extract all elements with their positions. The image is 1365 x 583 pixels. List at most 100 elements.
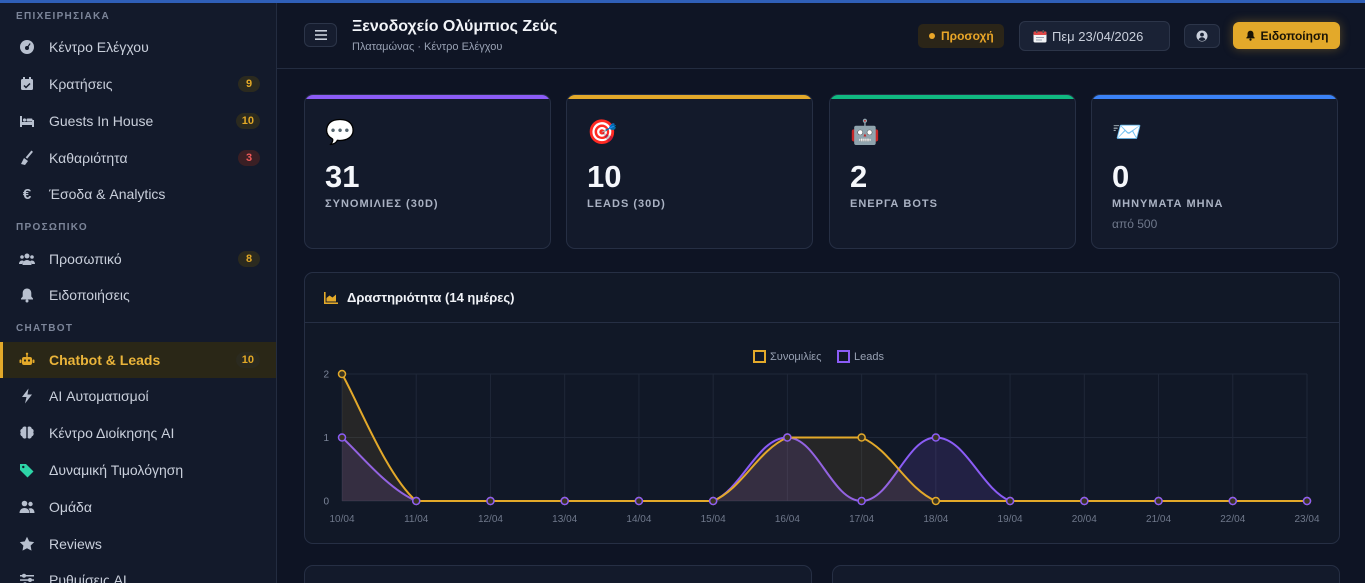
data-point-1 [708, 496, 718, 506]
brain-icon [18, 424, 36, 442]
data-point-0 [337, 369, 347, 379]
sidebar-item-label: Reviews [49, 536, 102, 552]
card-accent-bar [1092, 95, 1337, 99]
activity-panel: Δραστηριότητα (14 ημέρες) 0 1 2 10/04 11/04 1… [304, 272, 1340, 544]
card-accent-bar [567, 95, 812, 99]
section-staff: ΠΡΟΣΩΠΙΚΟ [16, 222, 88, 233]
calendar-icon [18, 75, 36, 93]
x-tick-label: 12/04 [478, 514, 503, 525]
users-icon [18, 250, 36, 268]
section-operations: ΕΠΙΧΕΙΡΗΣΙΑΚΑ [16, 11, 111, 22]
x-tick-label: 10/04 [329, 514, 354, 525]
sidebar-item-ai-settings[interactable]: Ρυθμίσεις AI [0, 562, 276, 583]
stat-value: 0 [1112, 159, 1130, 194]
stat-sublabel: από 500 [1112, 217, 1158, 231]
top-header: Ξενοδοχείο Ολύμπιος Ζεύς Πλαταμώνας · Κέ… [277, 3, 1365, 69]
sidebar: ΕΠΙΧΕΙΡΗΣΙΑΚΑ Κέντρο Ελέγχου Κρατήσεις 9… [0, 3, 277, 583]
sidebar-item-label: Κέντρο Διοίκησης AI [49, 425, 175, 441]
sidebar-item-label: Έσοδα & Analytics [49, 186, 166, 202]
sidebar-item-ai-automations[interactable]: AI Αυτοματισμοί [0, 378, 276, 414]
legend-swatch [837, 350, 850, 363]
data-point-1 [931, 433, 941, 442]
bell-icon [1245, 30, 1255, 41]
bottom-card-right [832, 565, 1340, 583]
user-circle-icon [1196, 30, 1208, 42]
sidebar-item-label: Κρατήσεις [49, 76, 113, 92]
bolt-icon [18, 387, 36, 405]
stat-card-leads: 🎯 10 LEADS (30D) [566, 94, 813, 249]
team-icon [18, 498, 36, 516]
sidebar-item-dynamic-pricing[interactable]: Δυναμική Τιμολόγηση [0, 452, 276, 488]
sidebar-item-label: Chatbot & Leads [49, 352, 161, 368]
sidebar-item-label: Ρυθμίσεις AI [49, 572, 127, 583]
speech-bubble-icon: 💬 [325, 119, 355, 146]
x-tick-label: 22/04 [1220, 514, 1245, 525]
data-point-1 [1302, 496, 1312, 506]
count-badge: 3 [238, 150, 260, 166]
sidebar-item-label: Δυναμική Τιμολόγηση [49, 462, 184, 478]
notify-button[interactable]: Ειδοποίηση [1233, 22, 1340, 49]
sidebar-item-ai-command-center[interactable]: Κέντρο Διοίκησης AI [0, 415, 276, 451]
euro-icon: € [22, 185, 32, 203]
sidebar-item-label: Guests In House [49, 113, 154, 129]
main-content: 💬 31 ΣΥΝΟΜΙΛΙΕΣ (30D) 🎯 10 LEADS (30D) 🤖… [277, 69, 1365, 583]
count-badge: 9 [238, 76, 260, 92]
sidebar-item-notifications[interactable]: Ειδοποιήσεις [0, 277, 276, 313]
tags-icon [18, 461, 36, 479]
sliders-icon [18, 571, 36, 583]
user-profile-button[interactable] [1184, 24, 1220, 48]
warning-dot-icon [929, 33, 935, 39]
stat-label: ΜΗΝΥΜΑΤΑ ΜΗΝΑ [1112, 198, 1224, 210]
sidebar-item-control-center[interactable]: Κέντρο Ελέγχου [0, 29, 276, 65]
y-tick-label: 1 [323, 433, 329, 444]
area-chart-icon [324, 291, 338, 304]
data-point-1 [857, 496, 866, 506]
x-tick-label: 16/04 [775, 514, 800, 525]
sidebar-item-staff[interactable]: Προσωπικό 8 [0, 241, 276, 277]
stat-label: LEADS (30D) [587, 198, 666, 210]
sidebar-item-bookings[interactable]: Κρατήσεις 9 [0, 66, 276, 102]
activity-panel-header: Δραστηριότητα (14 ημέρες) [305, 273, 1339, 323]
data-point-1 [1005, 496, 1015, 506]
date-picker[interactable]: Πεμ 23/04/2026 [1019, 21, 1170, 51]
count-badge: 8 [238, 251, 260, 267]
count-badge: 10 [235, 352, 260, 368]
section-chatbot: CHATBOT [16, 323, 74, 334]
x-tick-label: 11/04 [404, 514, 429, 525]
bed-icon [18, 112, 36, 130]
top-accent-line [0, 0, 1365, 3]
x-tick-label: 14/04 [626, 514, 651, 525]
data-point-0 [857, 433, 866, 442]
card-accent-bar [305, 95, 550, 99]
sidebar-item-revenue[interactable]: € Έσοδα & Analytics [0, 176, 276, 212]
y-tick-label: 0 [323, 497, 329, 508]
stat-card-monthly-messages: 📨 0 ΜΗΝΥΜΑΤΑ ΜΗΝΑ από 500 [1091, 94, 1338, 249]
notify-label: Ειδοποίηση [1260, 28, 1329, 43]
warning-label: Προσοχή [941, 29, 994, 43]
sidebar-item-guests[interactable]: Guests In House 10 [0, 103, 276, 139]
bottom-card-left [304, 565, 812, 583]
data-point-1 [337, 433, 347, 442]
stat-value: 31 [325, 159, 360, 194]
sidebar-item-team[interactable]: Ομάδα [0, 489, 276, 525]
sidebar-item-reviews[interactable]: Reviews [0, 526, 276, 562]
x-tick-label: 15/04 [701, 514, 726, 525]
legend-label: Leads [854, 351, 884, 363]
stat-card-active-bots: 🤖 2 ΕΝΕΡΓΑ BOTS [829, 94, 1076, 249]
x-tick-label: 13/04 [552, 514, 577, 525]
dashboard-icon [18, 38, 36, 56]
x-tick-label: 18/04 [923, 514, 948, 525]
x-tick-label: 19/04 [998, 514, 1023, 525]
sidebar-item-housekeeping[interactable]: Καθαριότητα 3 [0, 140, 276, 176]
sidebar-item-chatbot-leads[interactable]: Chatbot & Leads 10 [0, 342, 276, 378]
hamburger-icon [314, 30, 327, 40]
warning-badge[interactable]: Προσοχή [918, 24, 1004, 48]
menu-toggle-button[interactable] [304, 23, 337, 47]
data-point-1 [1080, 496, 1089, 506]
target-icon: 🎯 [587, 119, 617, 146]
y-tick-label: 2 [323, 370, 329, 381]
stat-label: ΣΥΝΟΜΙΛΙΕΣ (30D) [325, 198, 439, 210]
page-title: Ξενοδοχείο Ολύμπιος Ζεύς [352, 18, 558, 35]
stat-card-conversations: 💬 31 ΣΥΝΟΜΙΛΙΕΣ (30D) [304, 94, 551, 249]
data-point-1 [634, 496, 644, 506]
